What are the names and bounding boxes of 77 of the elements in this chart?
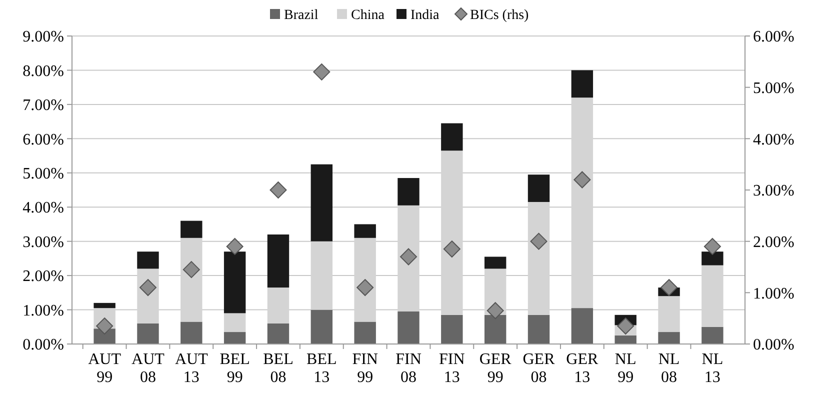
x-tick-label: FIN 13 (439, 351, 466, 386)
x-tick-label: GER 13 (566, 351, 599, 386)
x-tick-label: NL 99 (614, 351, 636, 386)
bar (528, 174, 550, 202)
bar (702, 252, 724, 266)
y2-tick-label: 2.00% (753, 234, 794, 251)
bar (441, 123, 463, 151)
bar (614, 335, 636, 344)
x-tick-label: AUT 99 (88, 351, 122, 386)
bar (180, 220, 202, 238)
point (530, 232, 548, 250)
bar (137, 252, 159, 269)
y2-tick-label: 0.00% (753, 336, 794, 354)
point (313, 63, 330, 80)
point (400, 248, 417, 266)
x-tick-label: GER 99 (479, 351, 512, 386)
x-tick-label: NL 08 (658, 351, 680, 386)
y-tick-label: 8.00% (22, 62, 64, 80)
bar (267, 323, 290, 344)
point (443, 240, 460, 258)
x-tick-label: BEL 99 (220, 351, 250, 386)
legend-label: China (351, 8, 386, 23)
y-tick-label: 2.00% (22, 268, 64, 286)
y2-tick-label: 4.00% (753, 131, 794, 148)
bar (224, 332, 246, 344)
y2-tick-label: 5.00% (753, 80, 794, 97)
point (574, 171, 591, 188)
y-tick-label: 5.00% (22, 165, 64, 182)
x-tick-label: GER 08 (522, 351, 556, 386)
legend-label: BICs (rhs) (470, 8, 530, 23)
bar (441, 314, 463, 344)
legend-label: India (410, 8, 440, 23)
x-tick-label: FIN 99 (352, 351, 378, 386)
point (660, 279, 678, 296)
bar (571, 70, 594, 98)
bar (267, 234, 290, 288)
bar (137, 323, 159, 344)
y-tick-label: 9.00% (22, 28, 64, 46)
bar (702, 326, 724, 344)
x-tick-label: NL 13 (702, 351, 724, 386)
x-tick-label: AUT 13 (174, 351, 208, 386)
y2-tick-label: 1.00% (753, 285, 794, 302)
point (356, 279, 374, 296)
y-tick-label: 7.00% (22, 97, 64, 114)
point (704, 238, 721, 255)
bar (180, 322, 202, 344)
y-tick-label: 0.00% (22, 336, 64, 354)
point (486, 302, 504, 320)
y-tick-label: 6.00% (22, 131, 64, 148)
bar (94, 302, 116, 308)
legend-label: Brazil (284, 8, 318, 23)
bar (398, 178, 420, 206)
bar (484, 256, 506, 269)
bar (484, 314, 506, 344)
bar (310, 310, 333, 344)
bar (224, 252, 246, 314)
point (617, 318, 634, 335)
y-tick-label: 3.00% (22, 234, 64, 251)
x-tick-label: AUT 08 (132, 351, 165, 386)
point (270, 182, 287, 198)
bar (658, 332, 680, 344)
y2-tick-label: 6.00% (753, 28, 794, 46)
bar (354, 322, 376, 344)
x-tick-label: BEL 08 (263, 351, 294, 386)
x-tick-label: BEL 13 (306, 351, 337, 386)
y-tick-label: 4.00% (22, 200, 64, 217)
bar (571, 308, 594, 344)
y2-tick-label: 3.00% (753, 182, 794, 200)
x-tick-label: FIN 08 (396, 351, 422, 386)
point (182, 261, 200, 278)
bar (310, 164, 333, 242)
y-tick-label: 1.00% (22, 302, 64, 320)
point (226, 238, 244, 255)
bar (398, 311, 420, 344)
bar (354, 224, 376, 238)
bar (528, 314, 550, 344)
bar (224, 313, 246, 332)
